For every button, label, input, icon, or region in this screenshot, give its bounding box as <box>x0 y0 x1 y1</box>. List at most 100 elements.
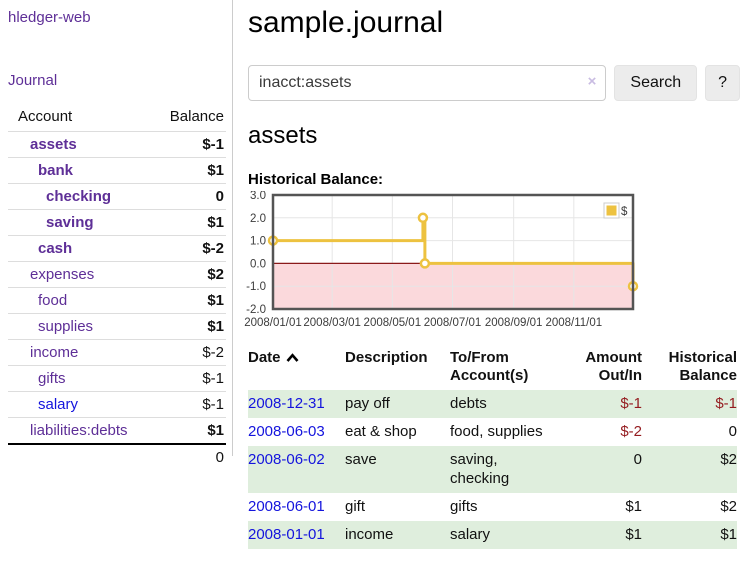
account-balance: $1 <box>149 287 226 314</box>
register-header-accounts: To/From Account(s) <box>450 349 529 384</box>
accounts-cell: gifts <box>450 498 478 515</box>
sidebar: hledger-web Journal Account Balance asse… <box>0 0 233 470</box>
account-link[interactable]: supplies <box>38 318 94 335</box>
accounts-table: Account Balance assets $-1 bank $1 checking 0… <box>8 106 226 470</box>
accounts-total-row: 0 <box>8 443 226 470</box>
account-link[interactable]: gifts <box>38 370 66 387</box>
account-row: liabilities:debts $1 <box>8 417 226 444</box>
account-link[interactable]: checking <box>46 188 112 205</box>
account-row: food $1 <box>8 287 226 314</box>
register-row: 2008-06-02 save saving, checking 0 $2 <box>248 446 737 493</box>
account-link[interactable]: cash <box>38 240 73 257</box>
amount-cell: $1 <box>550 521 642 549</box>
balance-cell: $1 <box>642 521 737 549</box>
account-balance: 0 <box>149 183 226 210</box>
account-row: checking 0 <box>8 183 226 210</box>
account-row: saving $1 <box>8 209 226 236</box>
register-header-amount: Amount Out/In <box>585 349 642 384</box>
transaction-date-link[interactable]: 2008-12-31 <box>248 395 325 412</box>
transaction-date-link[interactable]: 2008-01-01 <box>248 526 325 543</box>
y-tick-label: -2.0 <box>246 304 266 316</box>
account-link[interactable]: assets <box>30 136 77 153</box>
accounts-cell: saving, checking <box>450 446 550 493</box>
nav-journal-link[interactable]: Journal <box>8 72 58 89</box>
account-balance: $-2 <box>149 235 226 262</box>
brand-link[interactable]: hledger-web <box>8 9 91 26</box>
account-row: salary $-1 <box>8 391 226 418</box>
account-balance: $1 <box>149 157 226 184</box>
amount-cell: $-2 <box>620 423 642 440</box>
accounts-cell: salary <box>450 521 550 549</box>
data-point-marker <box>419 258 431 269</box>
register-row: 2008-01-01 income salary $1 $1 <box>248 521 737 549</box>
register-header-balance: Historical Balance <box>668 349 737 384</box>
x-tick-label: 2008/07/01 <box>424 317 482 329</box>
transaction-date-link[interactable]: 2008-06-02 <box>248 451 325 468</box>
account-link[interactable]: saving <box>46 214 94 231</box>
account-heading: assets <box>248 122 318 149</box>
register-row: 2008-06-01 gift gifts $1 $2 <box>248 493 737 521</box>
account-link[interactable]: salary <box>38 396 79 413</box>
account-balance: $1 <box>149 417 226 444</box>
account-link[interactable]: liabilities:debts <box>30 422 128 439</box>
account-row: gifts $-1 <box>8 365 226 392</box>
account-link[interactable]: income <box>30 344 79 361</box>
search-button[interactable]: Search <box>614 65 698 101</box>
sort-asc-icon <box>286 353 299 362</box>
plot-border <box>271 193 635 311</box>
amount-cell: $1 <box>625 498 642 515</box>
account-balance: $1 <box>149 209 226 236</box>
account-row: supplies $1 <box>8 313 226 340</box>
legend-label: $ <box>621 206 628 218</box>
description-cell: income <box>345 521 450 549</box>
register-table: Date Description To/From Account(s) Amou… <box>248 346 737 549</box>
account-link[interactable]: food <box>38 292 68 309</box>
main-content: sample.journal × Search ? assets Histori… <box>244 0 740 549</box>
account-link[interactable]: bank <box>38 162 74 179</box>
data-point-marker <box>417 212 429 224</box>
account-row: expenses $2 <box>8 261 226 288</box>
y-tick-label: 1.0 <box>250 236 266 248</box>
historical-balance-label: Historical Balance: <box>248 171 384 188</box>
description-cell: pay off <box>345 390 450 418</box>
account-row: bank $1 <box>8 157 226 184</box>
account-balance: $1 <box>149 313 226 340</box>
accounts-cell: debts <box>450 390 550 418</box>
legend-swatch <box>606 205 617 216</box>
transaction-date-link[interactable]: 2008-06-01 <box>248 498 325 515</box>
search-input[interactable] <box>248 65 607 101</box>
clear-search-icon[interactable]: × <box>587 73 597 90</box>
description-cell: save <box>345 446 450 493</box>
help-button[interactable]: ? <box>705 65 740 101</box>
search-form: × Search ? <box>248 65 740 101</box>
register-header-description: Description <box>345 349 428 366</box>
accounts-total-value: 0 <box>149 443 226 470</box>
x-tick-label: 2008/03/01 <box>303 317 361 329</box>
account-balance: $2 <box>149 261 226 288</box>
balance-cell: $2 <box>642 446 737 493</box>
y-tick-label: 0.0 <box>250 258 266 270</box>
account-row: assets $-1 <box>8 131 226 158</box>
x-tick-label: 2008/09/01 <box>485 317 543 329</box>
balance-cell: $-1 <box>642 390 737 418</box>
x-tick-label: 2008/11/01 <box>545 317 602 329</box>
amount-cell: 0 <box>550 446 642 493</box>
accounts-column-header: Account <box>18 108 73 125</box>
balance-column-header: Balance <box>169 108 224 125</box>
description-cell: eat & shop <box>345 423 417 440</box>
transaction-date-link[interactable]: 2008-06-03 <box>248 423 325 440</box>
register-row: 2008-06-03 eat & shop food, supplies $-2 0 <box>248 418 737 446</box>
register-header-date[interactable]: Date <box>248 346 345 390</box>
description-cell: gift <box>345 498 366 515</box>
account-row: income $-2 <box>8 339 226 366</box>
balance-cell: 0 <box>728 423 737 440</box>
register-row: 2008-12-31 pay off debts $-1 $-1 <box>248 390 737 418</box>
account-balance: $-2 <box>149 339 226 366</box>
amount-cell: $-1 <box>550 390 642 418</box>
page-title: sample.journal <box>248 6 444 39</box>
account-balance: $-1 <box>149 365 226 392</box>
accounts-cell: food, supplies <box>450 423 543 440</box>
account-row: cash $-2 <box>8 235 226 262</box>
account-link[interactable]: expenses <box>30 266 95 283</box>
